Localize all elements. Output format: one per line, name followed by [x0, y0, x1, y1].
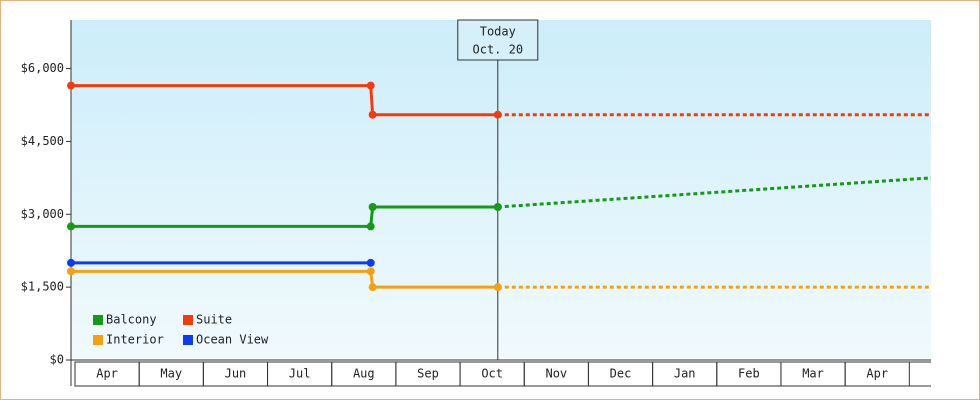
point	[67, 267, 75, 276]
x-tick-label: Jul	[289, 367, 311, 381]
x-axis-cell	[909, 361, 931, 387]
plot-area	[71, 20, 931, 360]
x-tick-label: Nov	[545, 367, 567, 381]
point	[366, 222, 375, 231]
y-tick-label: $4,500	[21, 134, 64, 148]
legend-swatch	[183, 335, 193, 345]
point	[368, 110, 377, 119]
x-tick-label: Jan	[674, 367, 696, 381]
point	[366, 81, 375, 90]
x-tick-label: Feb	[738, 367, 760, 381]
x-tick-label: Dec	[610, 367, 632, 381]
legend-swatch	[93, 335, 103, 345]
today-box	[457, 19, 539, 61]
legend-swatch	[93, 315, 103, 325]
annotation-text: Oct. 20	[473, 43, 524, 57]
point	[67, 222, 75, 231]
point	[67, 258, 75, 267]
point	[368, 283, 377, 292]
legend-label: Balcony	[106, 313, 157, 327]
x-tick-label: May	[160, 367, 182, 381]
point	[368, 203, 377, 211]
y-tick-label: $6,000	[21, 61, 64, 75]
legend-label: Suite	[196, 313, 232, 327]
x-tick-label: Sep	[417, 367, 439, 381]
series-line	[71, 205, 498, 228]
point	[366, 267, 375, 276]
x-tick-label: Apr	[866, 367, 888, 381]
point	[366, 258, 375, 267]
point	[493, 110, 502, 119]
series-line	[71, 269, 498, 289]
point	[493, 203, 502, 211]
y-tick-label: $1,500	[21, 280, 64, 294]
x-tick-cell	[844, 361, 910, 387]
legend-label: Ocean View	[196, 333, 269, 347]
series-line	[71, 84, 498, 117]
x-tick-label: Apr	[96, 367, 118, 381]
forecast-line	[497, 176, 932, 209]
legend-label: Interior	[106, 333, 164, 347]
point	[493, 283, 502, 292]
x-tick-label: Jun	[225, 367, 247, 381]
annotation-title: Today	[480, 25, 516, 39]
point	[67, 81, 75, 90]
legend-swatch	[183, 315, 193, 325]
x-tick-label: Aug	[353, 367, 375, 381]
x-tick-label: Oct	[481, 367, 503, 381]
x-tick-label: Mar	[802, 367, 824, 381]
y-tick-label: $3,000	[21, 207, 64, 221]
y-tick-label: $0	[50, 353, 64, 367]
